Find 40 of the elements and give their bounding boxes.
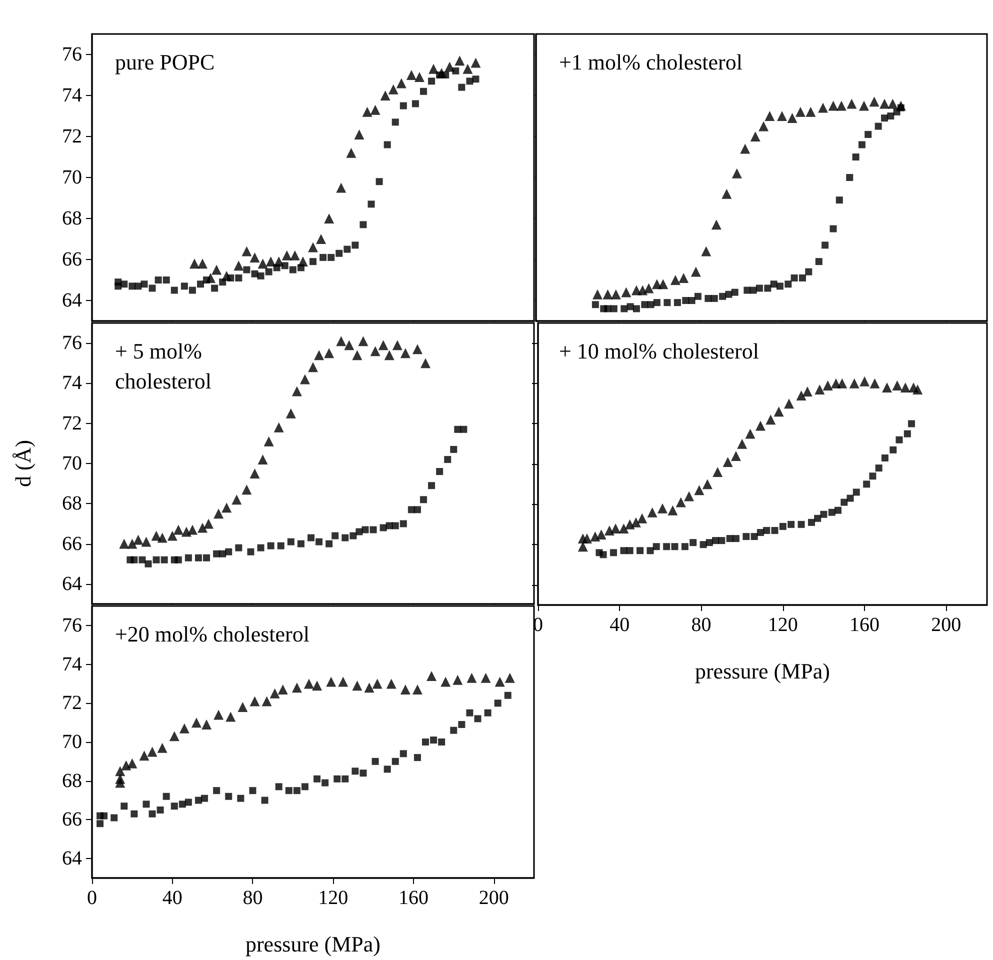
x-tick-label: 120	[768, 614, 798, 636]
y-tick-label: 66	[62, 248, 82, 270]
text: +20 mol% cholesterol	[115, 622, 310, 646]
y-tick-label: 76	[62, 44, 82, 66]
y-tick-label: 68	[62, 492, 82, 515]
x-tick-label: 160	[850, 614, 880, 636]
x-tick-label: 80	[691, 614, 712, 636]
y-tick-label: 74	[62, 653, 82, 676]
y-tick-label: 76	[62, 332, 82, 354]
y-tick-label: 68	[62, 208, 82, 230]
x-tick-label: 40	[162, 887, 182, 909]
y-tick-label: 70	[62, 166, 82, 188]
y-tick-label: 64	[62, 848, 82, 870]
y-axis-title: d (Å)	[10, 440, 36, 488]
text: pure POPC	[115, 50, 215, 74]
x-axis-title: pressure (MPa)	[694, 658, 830, 684]
y-tick-label: 72	[62, 692, 82, 714]
x-axis-title: pressure (MPa)	[245, 932, 381, 956]
y-tick-label: 66	[62, 532, 82, 555]
x-tick-label: 40	[610, 614, 630, 636]
x-tick-label: 120	[318, 887, 348, 909]
y-tick-label: 64	[62, 572, 82, 595]
text: + 5 mol% cholesterol	[115, 338, 212, 394]
y-tick-label: 66	[62, 808, 82, 831]
y-tick-label: 74	[62, 372, 82, 394]
x-tick-label: 200	[931, 614, 962, 636]
x-tick-label: 0	[87, 887, 97, 909]
x-tick-label: 200	[478, 887, 509, 909]
y-tick-label: 74	[62, 84, 82, 106]
y-tick-label: 76	[62, 614, 82, 636]
y-tick-label: 70	[62, 731, 82, 753]
y-tick-label: 72	[62, 412, 82, 434]
y-tick-label: 70	[62, 452, 82, 474]
y-tick-label: 72	[62, 126, 82, 148]
x-tick-label: 80	[242, 887, 263, 909]
y-tick-label: 64	[62, 290, 82, 312]
y-tick-label: 68	[62, 770, 82, 792]
text: +1 mol% cholesterol	[559, 50, 742, 74]
text: + 10 mol% cholesterol	[559, 338, 759, 364]
x-tick-label: 160	[398, 887, 428, 909]
